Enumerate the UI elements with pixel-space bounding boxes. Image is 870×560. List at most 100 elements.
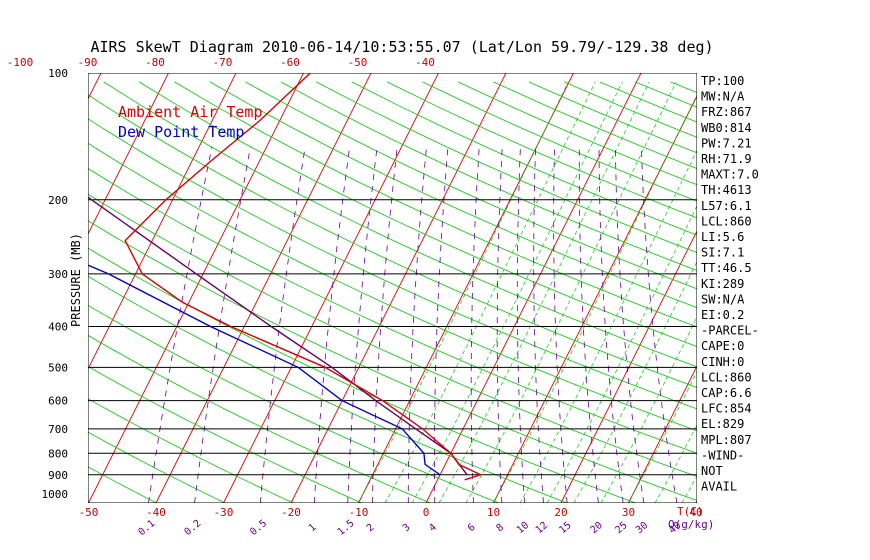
moist-adiabat-line [654,424,697,503]
pressure-tick-label: 900 [48,469,68,482]
mixing-ratio-tick-label: 30 [634,520,650,536]
top-temperature-tick-label: -40 [415,56,435,69]
top-temperature-tick-labels: -120-110-100-90-80-70-60-50-40 [7,56,435,69]
isotherm-line [831,64,870,503]
isotherm-line [425,73,642,503]
sounding-stat: TH:4613 [701,183,752,197]
legend-dew-point-temp: Dew Point Temp [118,123,244,141]
dew-point-temp-line [88,264,441,476]
sounding-stat: KI:289 [701,277,744,291]
dry-adiabat-line [245,81,697,290]
legend: Ambient Air Temp Dew Point Temp [118,103,263,141]
mixing-ratio-tick-label: 10 [515,520,531,536]
bottom-temperature-tick-label: -20 [281,506,301,519]
sounding-stat: MAXT:7.0 [701,168,759,182]
mixing-ratio-line [641,147,678,503]
dry-adiabat-line [741,82,870,503]
sounding-stat: EI:0.2 [701,308,744,322]
dry-adiabat-line [493,81,697,170]
bottom-temperature-tick-label: -50 [79,506,99,519]
sounding-stat: CAP:6.6 [701,386,752,400]
sounding-stat: AVAIL [701,480,737,494]
mixing-ratio-tick-label: 0.2 [182,518,203,538]
top-temperature-tick-label: -50 [348,56,368,69]
sounding-stat: SW:N/A [701,292,745,306]
bottom-temperature-tick-label: 20 [554,506,567,519]
sounding-stat: CAPE:0 [701,339,744,353]
sounding-stat: -WIND- [701,448,744,462]
sounding-stat: MPL:807 [701,433,752,447]
mixing-ratio-tick-label: 25 [613,520,629,536]
pressure-tick-label: 400 [48,321,68,334]
isotherm-line [88,73,170,236]
sounding-stat: FRZ:867 [701,105,752,119]
dry-adiabat-line [88,304,499,503]
isotherm-line [764,64,870,503]
dry-adiabat-line [88,142,697,432]
sounding-stat: LCL:860 [701,214,752,228]
mixing-ratio-tick-label: 1 [307,522,319,534]
dry-adiabat-line [88,118,697,410]
pressure-tick-label: 500 [48,361,68,374]
bottom-temperature-tick-label: 0 [423,506,430,519]
mixing-ratio-line [516,147,525,503]
mixing-ratio-tick-label: 1.5 [336,518,357,538]
mixing-ratio-tick-label: 3 [401,522,413,534]
bottom-temperature-tick-label: 10 [487,506,500,519]
mixing-ratio-tick-label: 8 [494,522,506,534]
dry-adiabat-line [88,275,568,503]
dry-adiabat-line [634,81,697,108]
sounding-stat: TT:46.5 [701,261,752,275]
top-temperature-tick-label: -60 [280,56,300,69]
dry-adiabat-line [422,81,697,202]
pressure-tick-label: 800 [48,447,68,460]
mixing-ratio-tick-label: 15 [557,520,573,536]
dry-adiabat-line [88,167,697,454]
parcel-path-line [88,196,468,476]
sounding-stat: EL:829 [701,417,744,431]
moist-adiabat-line [465,81,677,503]
sounding-series [88,73,483,481]
dry-adiabat-line [351,81,697,236]
pressure-tick-label: 300 [48,268,68,281]
isotherm-line [155,73,372,503]
mixing-ratio-tick-labels: 0.1 0.2 0.5 1 1.5 2 3 4 6 8 10 12 15 20 25 30 40 [136,518,683,538]
sounding-stat: SI:7.1 [701,246,744,260]
top-temperature-tick-label: -90 [78,56,98,69]
temperature-unit-label: T(C) [677,505,704,518]
pressure-tick-label: 600 [48,395,68,408]
mixing-ratio-tick-label: 0.5 [248,518,269,538]
plot-area [88,64,870,503]
isotherm-line [290,73,507,503]
bottom-temperature-tick-label: -30 [214,506,234,519]
sounding-stat: PW:7.21 [701,136,752,150]
sounding-stat: TP:100 [701,74,744,88]
pressure-tick-label: 1000 [42,488,69,501]
mixing-ratio-tick-label: 4 [427,522,439,534]
dry-adiabat-line [88,398,294,503]
isotherm-line [223,73,440,503]
bottom-temperature-tick-label: -10 [349,506,369,519]
bottom-temperature-tick-label: 40 [689,506,702,519]
chart-title: AIRS SkewT Diagram 2010-06-14/10:53:55.0… [90,38,713,56]
mixing-ratio-line [470,147,480,503]
mixing-ratio-tick-label: 6 [466,522,478,534]
dry-adiabat-line [777,82,870,503]
isotherm-line [493,94,697,503]
sounding-stat: -PARCEL- [701,324,759,338]
top-temperature-tick-label: -80 [145,56,165,69]
pressure-tick-label: 100 [48,67,68,80]
isotherm-line [88,73,237,371]
dry-adiabat-line [316,81,697,253]
bottom-temperature-tick-labels: -50 -40 -30 -20 -10 0 10 20 30 40 [79,506,703,519]
mixing-ratio-line [194,147,251,503]
isotherm-line [560,229,697,503]
sounding-stat: NOT [701,464,723,478]
mixing-ratio-tick-label: 12 [534,520,550,536]
mixing-ratio-line [259,147,306,503]
dry-adiabat-line [209,81,697,309]
isobar-lines [88,73,697,503]
sounding-stat: LFC:854 [701,402,752,416]
mixing-ratio-line [148,147,213,503]
